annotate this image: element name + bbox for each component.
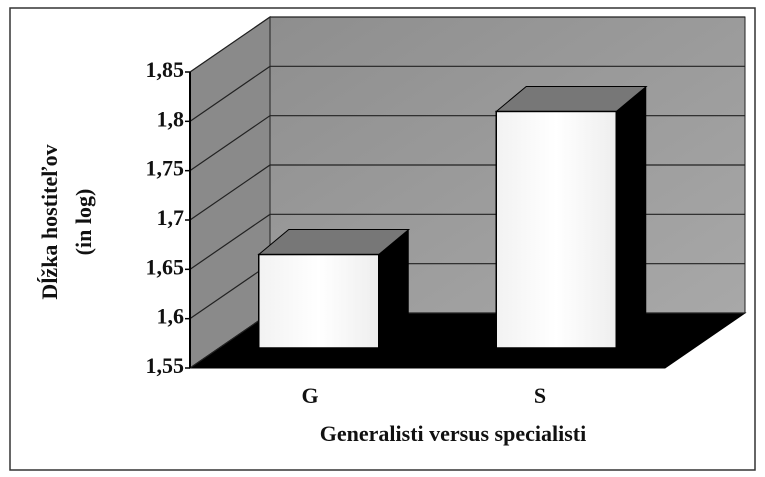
frame	[9, 7, 756, 471]
grid-line	[189, 65, 745, 122]
plot-area	[185, 16, 747, 369]
grid-line	[189, 16, 745, 73]
y-tick-label: 1,55	[146, 353, 185, 378]
y-tick-label: 1,8	[157, 106, 185, 131]
y-axis-label: Dĺžka hostiteľov	[37, 144, 62, 299]
bar	[495, 110, 617, 349]
bar-side	[616, 86, 647, 348]
y-tick-label: 1,6	[157, 304, 185, 329]
x-axis-label: Generalisti versus specialisti	[320, 421, 586, 446]
y-tick-label: 1,85	[146, 57, 185, 82]
y-tick-label: 1,75	[146, 156, 185, 181]
bar	[258, 253, 380, 349]
y-axis-label: (in log)	[71, 189, 96, 256]
bar-side	[378, 229, 409, 348]
y-tick-label: 1,65	[146, 254, 185, 279]
x-tick-label: G	[301, 383, 318, 408]
y-tick-label: 1,7	[157, 205, 185, 230]
x-tick-label: S	[534, 383, 546, 408]
